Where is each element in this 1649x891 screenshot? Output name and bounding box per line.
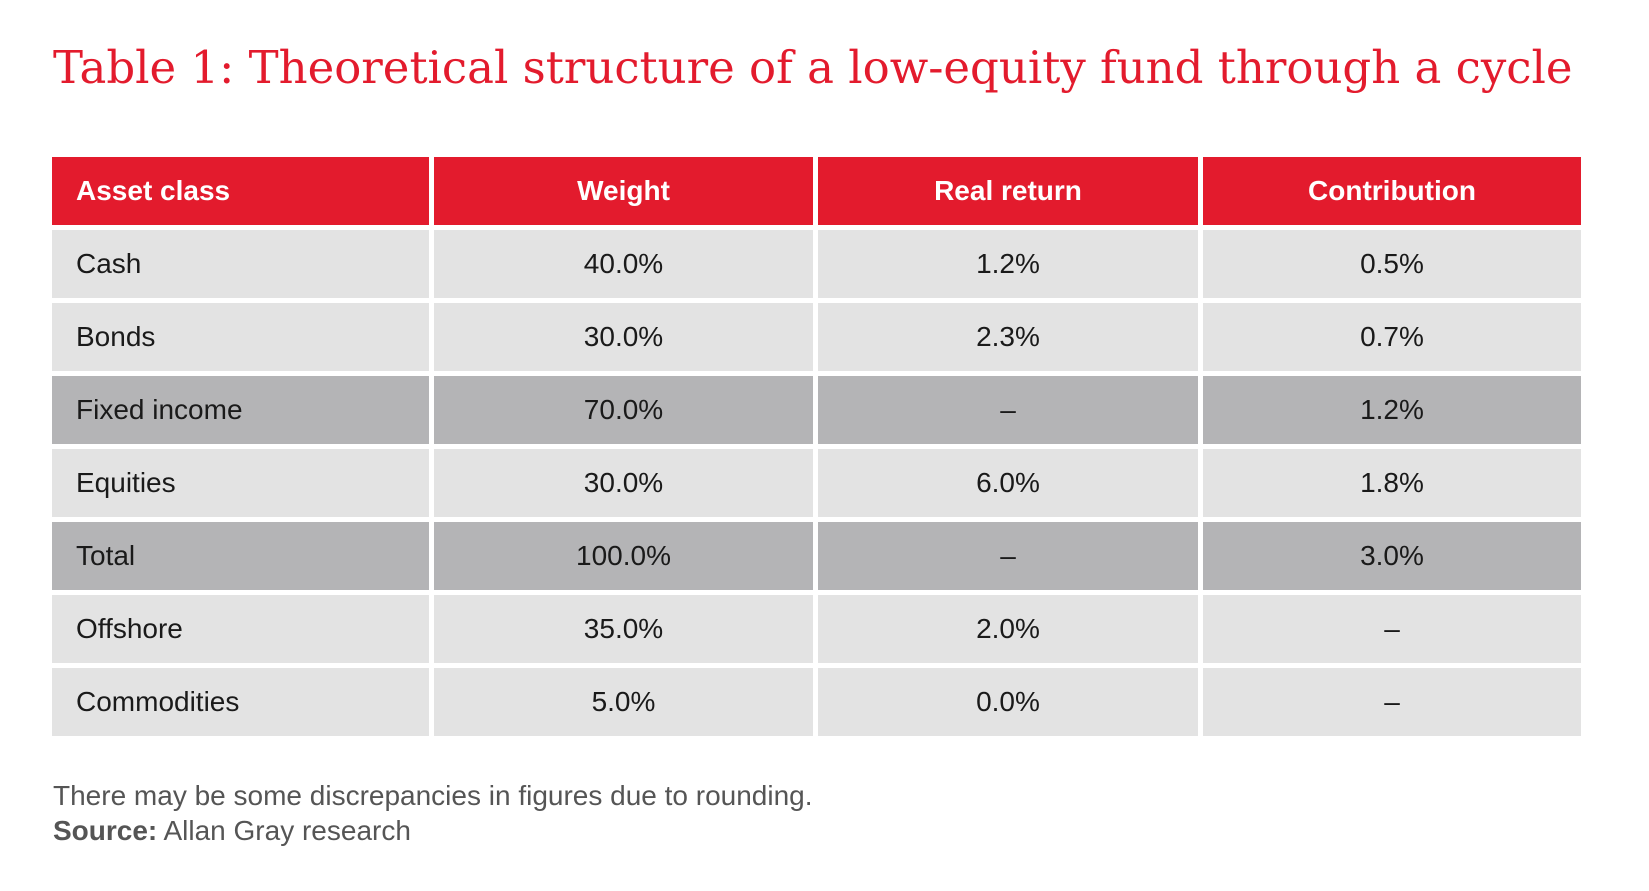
cell-real-return: – (818, 376, 1198, 444)
cell-real-return: 1.2% (818, 230, 1198, 298)
source-line: Source: Allan Gray research (53, 813, 813, 848)
cell-asset-class: Equities (52, 449, 429, 517)
header-asset-class: Asset class (52, 157, 429, 225)
header-contribution: Contribution (1203, 157, 1581, 225)
cell-asset-class: Commodities (52, 668, 429, 736)
cell-weight: 30.0% (434, 449, 813, 517)
cell-contribution: – (1203, 668, 1581, 736)
cell-contribution: 0.7% (1203, 303, 1581, 371)
source-text: Allan Gray research (163, 815, 411, 846)
rounding-note: There may be some discrepancies in figur… (53, 780, 813, 811)
cell-asset-class: Offshore (52, 595, 429, 663)
cell-real-return: 0.0% (818, 668, 1198, 736)
cell-contribution: 1.8% (1203, 449, 1581, 517)
cell-contribution: 0.5% (1203, 230, 1581, 298)
cell-contribution: 3.0% (1203, 522, 1581, 590)
cell-real-return: 2.0% (818, 595, 1198, 663)
cell-asset-class: Bonds (52, 303, 429, 371)
page-title: Table 1: Theoretical structure of a low-… (53, 41, 1573, 94)
header-weight: Weight (434, 157, 813, 225)
cell-real-return: – (818, 522, 1198, 590)
cell-asset-class: Total (52, 522, 429, 590)
cell-real-return: 2.3% (818, 303, 1198, 371)
asset-table: Asset class Weight Real return Contribut… (52, 157, 1582, 736)
cell-weight: 35.0% (434, 595, 813, 663)
cell-real-return: 6.0% (818, 449, 1198, 517)
cell-contribution: – (1203, 595, 1581, 663)
cell-contribution: 1.2% (1203, 376, 1581, 444)
source-label: Source: (53, 815, 158, 846)
cell-asset-class: Cash (52, 230, 429, 298)
cell-weight: 5.0% (434, 668, 813, 736)
cell-weight: 30.0% (434, 303, 813, 371)
header-real-return: Real return (818, 157, 1198, 225)
cell-weight: 40.0% (434, 230, 813, 298)
cell-weight: 100.0% (434, 522, 813, 590)
cell-weight: 70.0% (434, 376, 813, 444)
table-notes: There may be some discrepancies in figur… (53, 778, 813, 848)
cell-asset-class: Fixed income (52, 376, 429, 444)
